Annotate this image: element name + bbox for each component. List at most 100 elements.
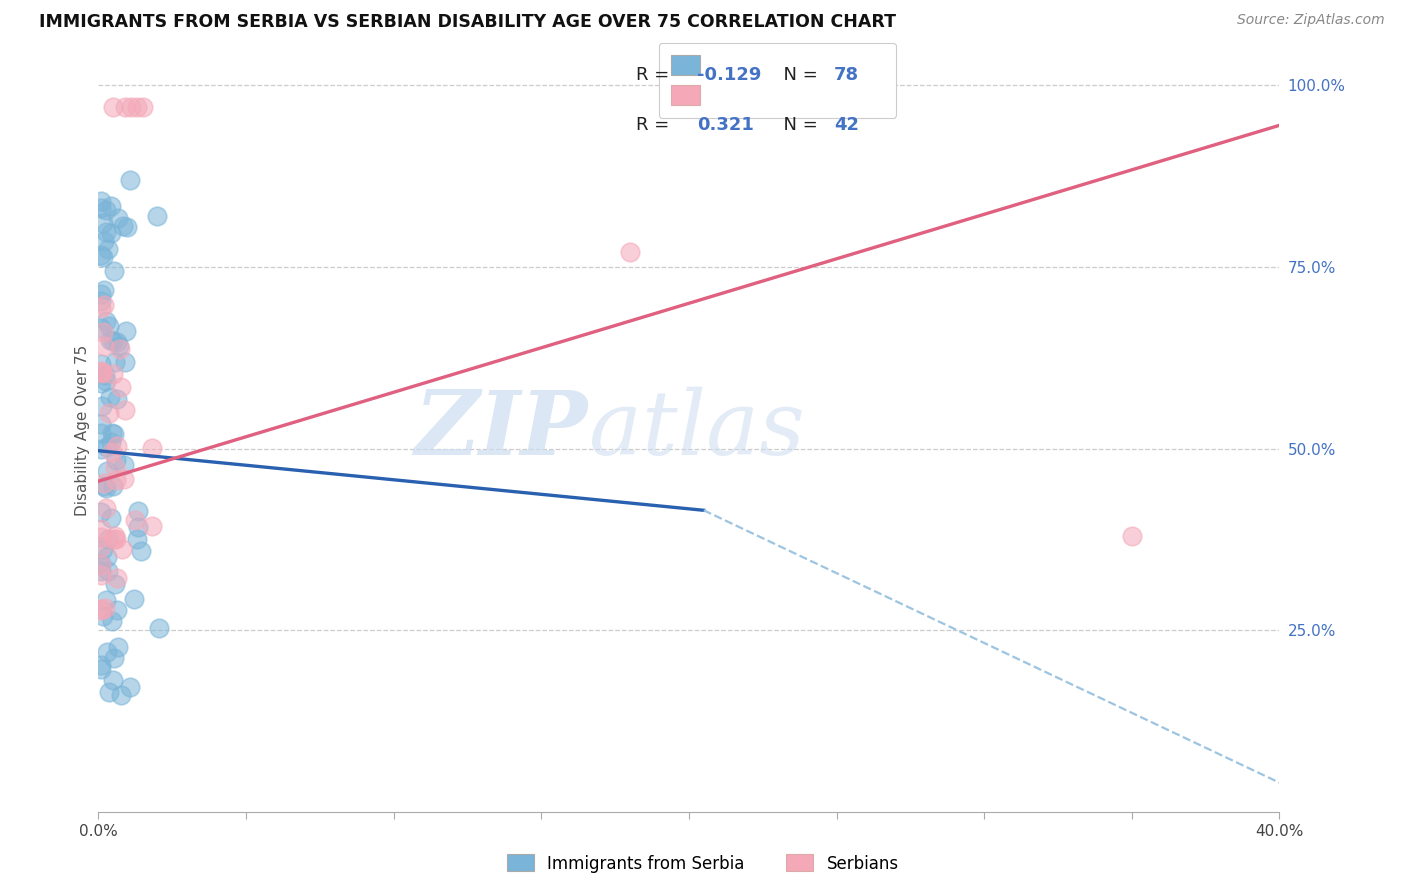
Point xyxy=(90,248,112,262)
Text: IMMIGRANTS FROM SERBIA VS SERBIAN DISABILITY AGE OVER 75 CORRELATION CHART: IMMIGRANTS FROM SERBIA VS SERBIAN DISABI… xyxy=(39,13,897,31)
Point xyxy=(90,603,112,617)
Point xyxy=(103,673,125,688)
Point xyxy=(103,532,125,546)
Point xyxy=(115,220,138,235)
Y-axis label: Disability Age Over 75: Disability Age Over 75 xyxy=(75,345,90,516)
Point xyxy=(127,520,149,534)
Point xyxy=(105,532,128,546)
Point xyxy=(103,100,125,114)
Point xyxy=(90,293,112,308)
Point xyxy=(93,283,115,297)
Point xyxy=(96,645,118,659)
Point xyxy=(96,465,118,479)
Text: Source: ZipAtlas.com: Source: ZipAtlas.com xyxy=(1237,13,1385,28)
Point xyxy=(101,478,124,492)
Point xyxy=(90,442,112,456)
Point xyxy=(90,662,112,676)
Point xyxy=(96,314,118,328)
Point xyxy=(94,500,117,515)
Point xyxy=(90,558,112,572)
Point xyxy=(93,600,115,615)
Point xyxy=(114,354,136,368)
Point xyxy=(108,342,131,356)
Point xyxy=(91,216,114,230)
Point xyxy=(141,519,163,533)
Text: ZIP: ZIP xyxy=(415,387,589,474)
Point xyxy=(124,513,146,527)
Point xyxy=(103,650,125,665)
Point xyxy=(111,542,134,557)
Point xyxy=(91,399,114,413)
Point xyxy=(90,540,112,554)
Point xyxy=(111,219,134,234)
Point xyxy=(94,374,117,388)
Point xyxy=(104,452,127,467)
Point xyxy=(104,459,127,474)
Point xyxy=(105,473,128,487)
Point xyxy=(107,392,129,406)
Point xyxy=(93,234,115,248)
Point xyxy=(107,603,129,617)
Point xyxy=(127,503,149,517)
Point xyxy=(104,355,127,369)
Point xyxy=(105,570,128,584)
Point xyxy=(98,406,121,420)
Legend:                               ,                               : , xyxy=(659,43,896,118)
Text: 78: 78 xyxy=(834,66,859,84)
Text: 0.321: 0.321 xyxy=(697,116,754,134)
Point xyxy=(93,479,115,493)
Point xyxy=(148,621,170,635)
Point xyxy=(90,522,112,536)
Point xyxy=(97,564,120,578)
Point xyxy=(90,564,112,578)
Point xyxy=(104,577,127,591)
Point xyxy=(90,417,112,431)
Point xyxy=(101,367,124,381)
Point xyxy=(100,425,122,440)
Point xyxy=(114,100,136,114)
Point xyxy=(90,658,112,673)
Point xyxy=(90,602,112,616)
Point xyxy=(90,357,112,371)
Point xyxy=(94,368,117,382)
Point xyxy=(93,298,115,312)
Text: atlas: atlas xyxy=(589,387,804,474)
Point xyxy=(132,100,155,114)
Point xyxy=(90,567,112,582)
Point xyxy=(91,250,114,264)
Point xyxy=(100,226,122,240)
Point xyxy=(93,339,115,353)
Point xyxy=(103,334,125,348)
Point xyxy=(91,609,114,624)
Point xyxy=(90,425,112,440)
Point xyxy=(112,458,135,473)
Point xyxy=(114,403,136,417)
Point xyxy=(96,481,118,495)
Point xyxy=(91,541,114,556)
Point xyxy=(90,505,112,519)
Point xyxy=(93,475,115,490)
Text: N =: N = xyxy=(772,116,823,134)
Point xyxy=(98,390,121,404)
Point xyxy=(103,427,125,442)
Point xyxy=(104,529,127,543)
Point xyxy=(90,202,112,216)
Point xyxy=(105,439,128,453)
Point xyxy=(90,530,112,544)
Point xyxy=(96,549,118,564)
Point xyxy=(96,440,118,454)
Point xyxy=(98,318,121,333)
Point xyxy=(90,321,112,335)
Point xyxy=(98,685,121,699)
Point xyxy=(100,511,122,525)
Point xyxy=(100,445,122,459)
Point xyxy=(110,688,132,702)
Point xyxy=(90,301,112,316)
Text: N =: N = xyxy=(772,66,823,84)
Point xyxy=(100,199,122,213)
Point xyxy=(90,365,112,379)
Point xyxy=(90,364,112,378)
Point xyxy=(91,325,114,339)
Point xyxy=(118,173,141,187)
Text: R =: R = xyxy=(636,116,681,134)
